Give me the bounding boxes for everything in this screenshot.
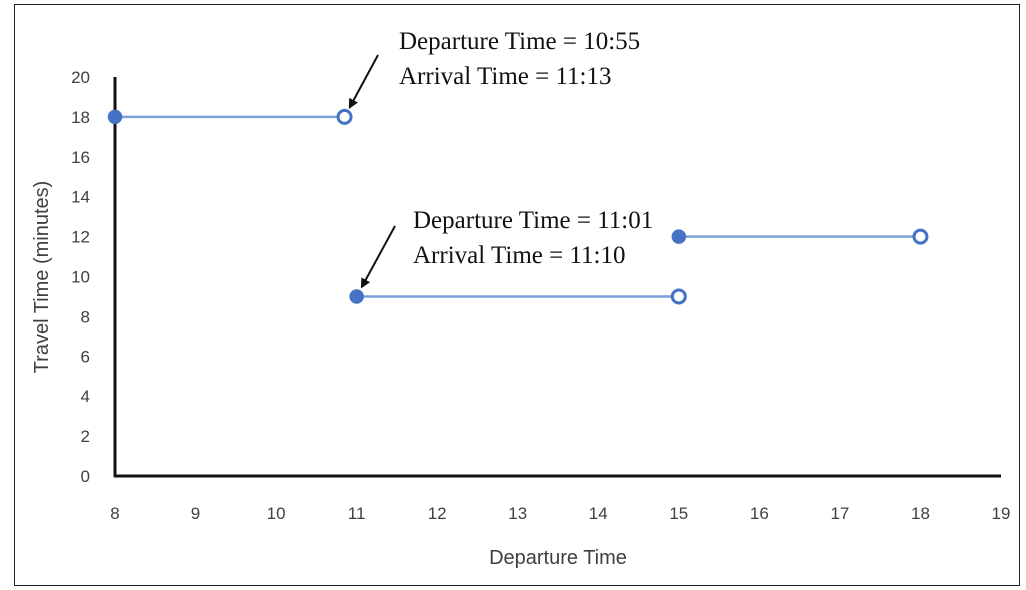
x-tick-label: 10 bbox=[267, 504, 286, 523]
y-tick-label: 2 bbox=[81, 427, 90, 446]
y-tick-label: 12 bbox=[71, 228, 90, 247]
x-tick-label: 11 bbox=[348, 504, 366, 523]
annotation-text: Departure Time = 11:01 bbox=[413, 207, 653, 234]
x-axis-ticks: 8 9 10 11 12 13 14 15 16 17 18 19 bbox=[110, 504, 1010, 523]
y-axis-title: Travel Time (minutes) bbox=[31, 181, 53, 374]
y-tick-label: 20 bbox=[71, 68, 90, 87]
annotation-text: Departure Time = 10:55 bbox=[399, 28, 640, 55]
annotation-text: Arrival Time = 11:10 bbox=[413, 242, 626, 269]
chart-frame bbox=[14, 4, 1020, 586]
y-tick-label: 6 bbox=[81, 347, 90, 366]
x-tick-label: 8 bbox=[110, 504, 119, 523]
axes bbox=[113, 77, 1001, 478]
segment-end-point bbox=[336, 108, 353, 125]
annotations: Departure Time = 10:55 Arrival Time = 11:… bbox=[348, 28, 653, 289]
segment-end-point bbox=[912, 228, 929, 245]
x-tick-label: 18 bbox=[911, 504, 930, 523]
x-axis-title: Departure Time bbox=[489, 547, 627, 569]
x-tick-label: 14 bbox=[589, 504, 608, 523]
y-tick-label: 8 bbox=[81, 307, 90, 326]
y-axis-ticks: 0 2 4 6 8 10 12 14 16 18 20 bbox=[71, 68, 90, 486]
y-tick-label: 14 bbox=[71, 188, 90, 207]
x-tick-label: 17 bbox=[830, 504, 849, 523]
y-tick-label: 0 bbox=[81, 467, 90, 486]
x-tick-label: 15 bbox=[669, 504, 688, 523]
y-tick-label: 10 bbox=[71, 268, 90, 287]
x-tick-label: 16 bbox=[750, 504, 769, 523]
x-tick-label: 9 bbox=[191, 504, 200, 523]
segment-start-point bbox=[349, 289, 364, 304]
segment-start-point bbox=[671, 229, 687, 244]
series-layer bbox=[107, 108, 929, 305]
segment-start-point bbox=[107, 109, 123, 125]
segment-end-point bbox=[670, 288, 687, 305]
annotation-arrow bbox=[348, 54, 379, 109]
x-tick-label: 19 bbox=[992, 504, 1011, 523]
x-tick-label: 12 bbox=[428, 504, 447, 523]
x-tick-label: 13 bbox=[508, 504, 527, 523]
annotation-text: Arrival Time = 11:13 bbox=[399, 63, 612, 90]
y-tick-label: 18 bbox=[71, 108, 90, 127]
y-tick-label: 4 bbox=[81, 387, 90, 406]
y-tick-label: 16 bbox=[71, 148, 90, 167]
annotation-arrow bbox=[360, 225, 396, 289]
